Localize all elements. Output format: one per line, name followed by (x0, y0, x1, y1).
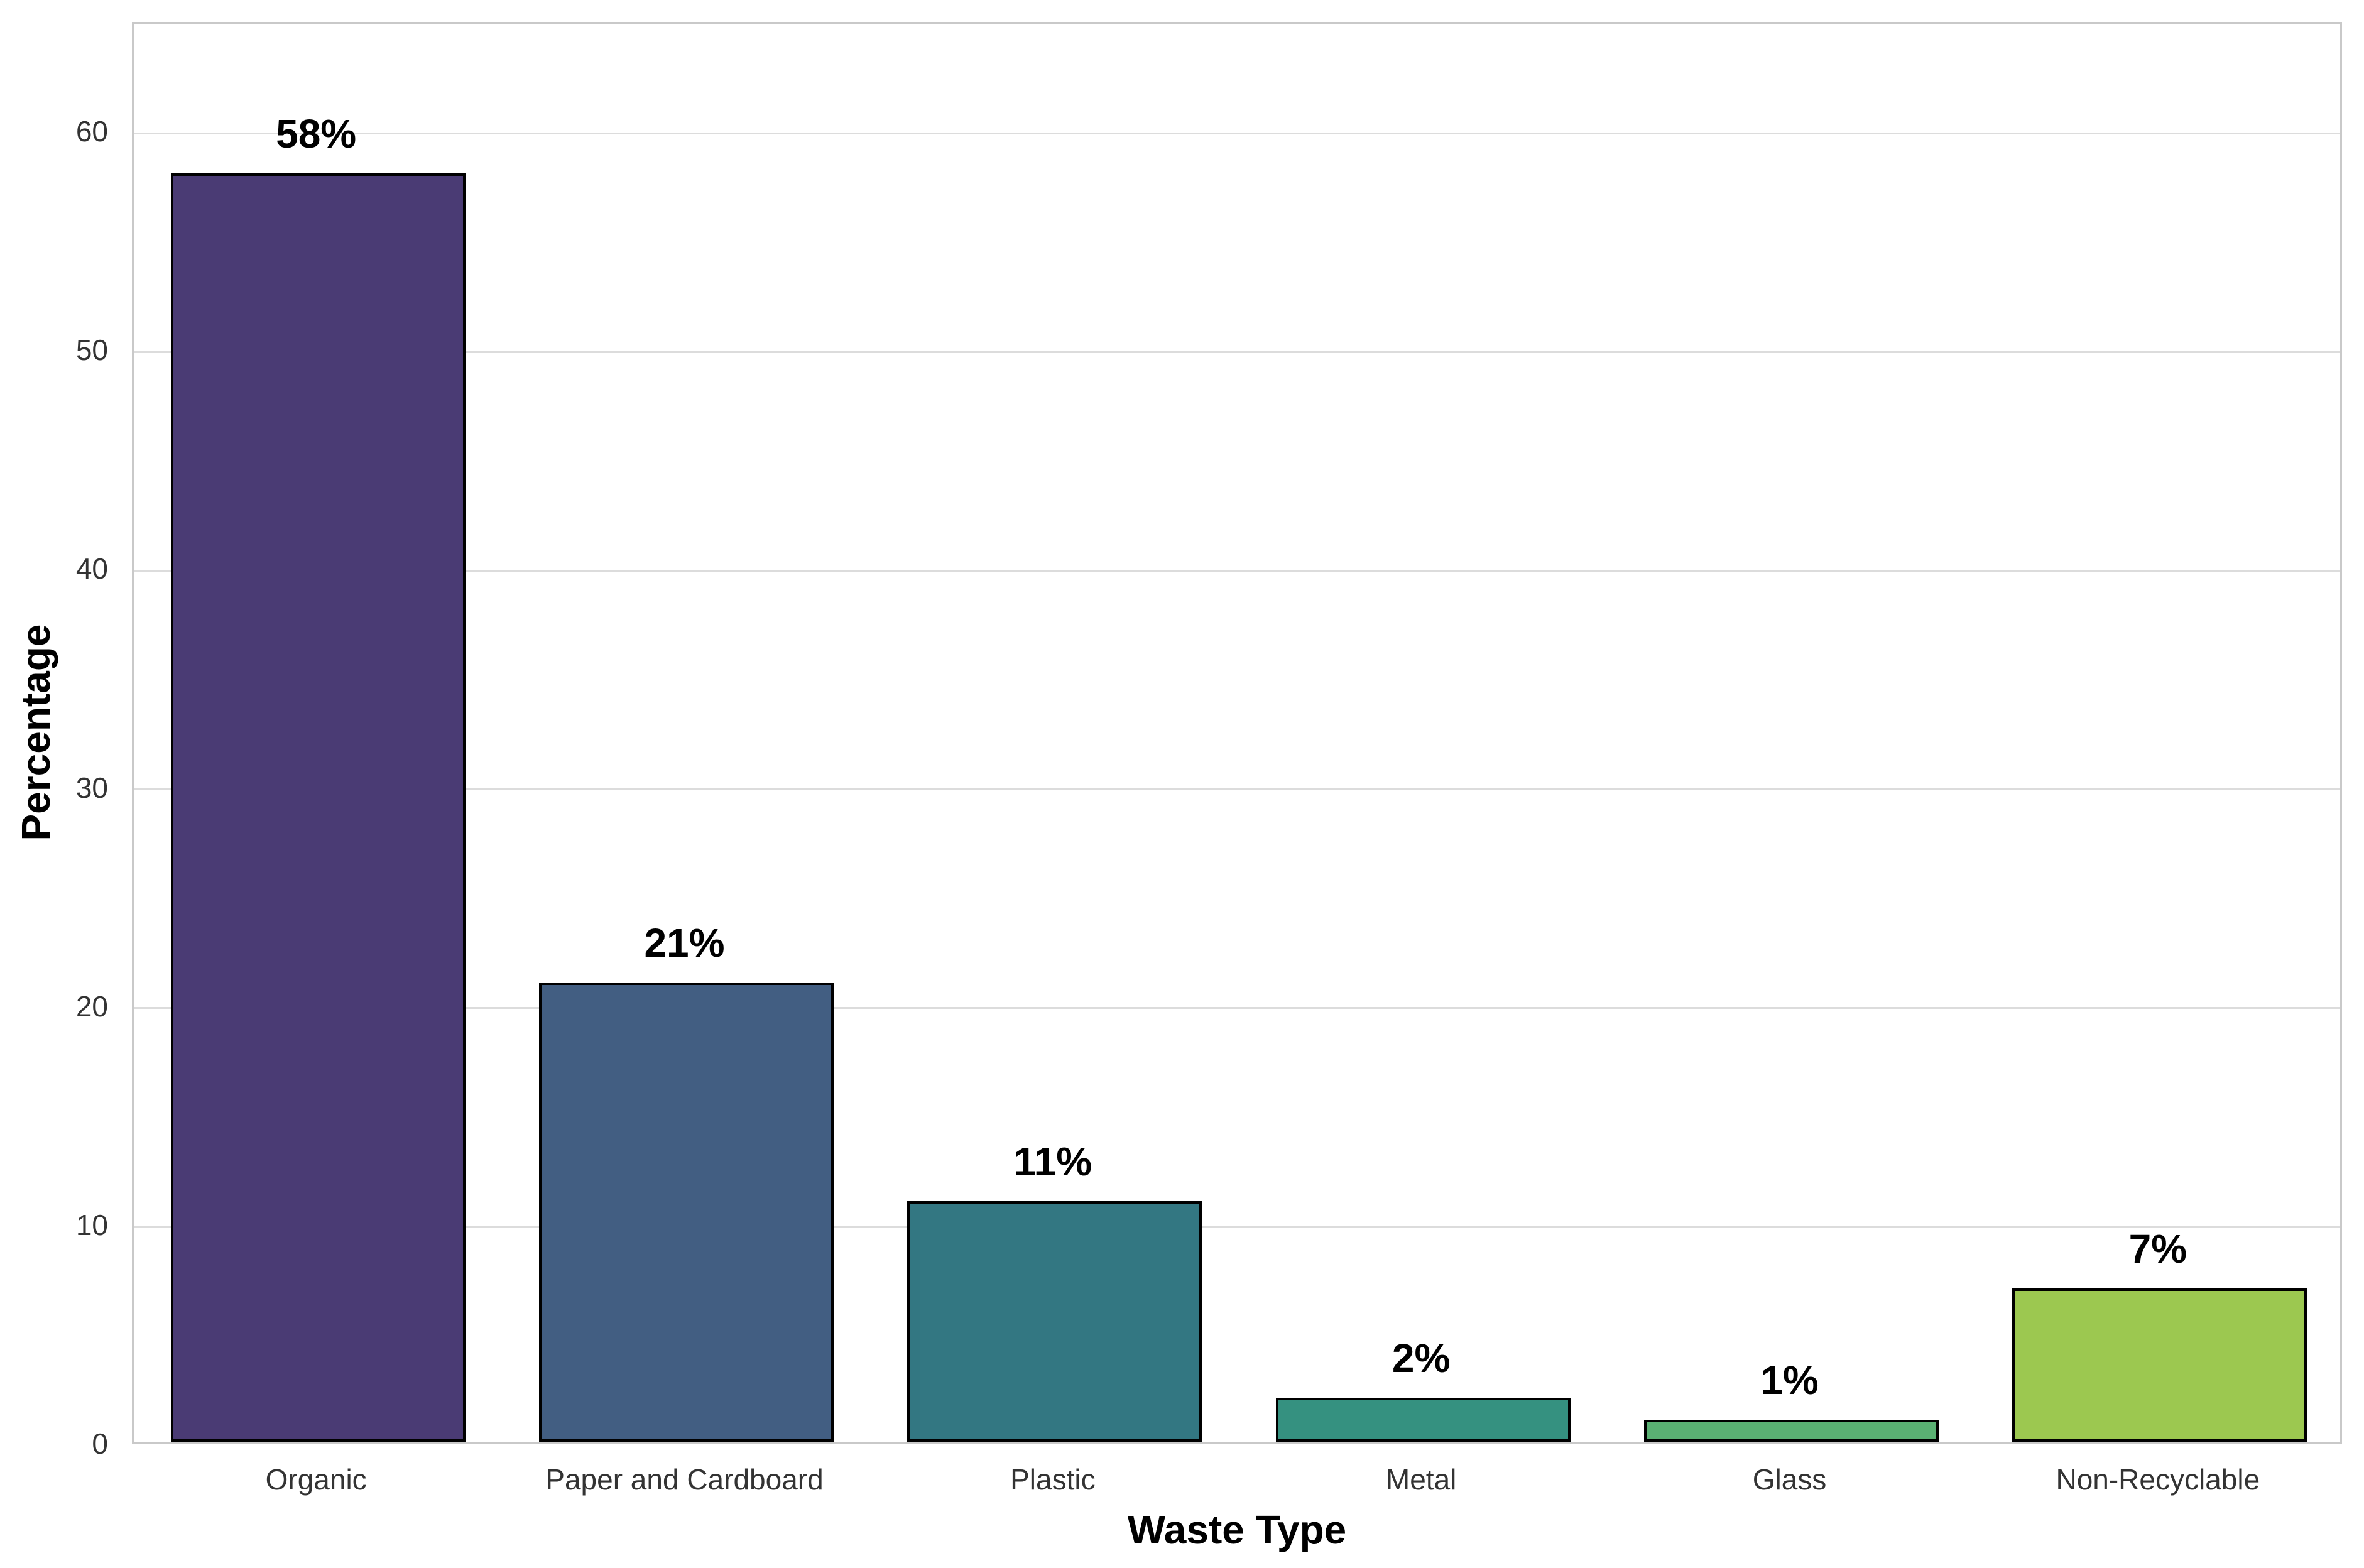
bar-paper-and-cardboard (538, 982, 834, 1442)
bar-non-recyclable (2012, 1288, 2307, 1442)
y-tick-label: 10 (75, 1208, 108, 1241)
gridline-y-40 (134, 569, 2340, 572)
x-tick-label: Organic (265, 1463, 367, 1496)
bar-value-label: 21% (644, 920, 725, 966)
y-tick-label: 50 (75, 334, 108, 367)
gridline-y-10 (134, 1226, 2340, 1228)
plot-area (132, 22, 2342, 1444)
gridline-y-30 (134, 788, 2340, 791)
x-tick-label: Plastic (1010, 1463, 1096, 1496)
bar-metal (1275, 1398, 1571, 1442)
gridline-y-60 (134, 132, 2340, 134)
bar-organic (170, 173, 466, 1442)
bar-glass (1643, 1420, 1939, 1442)
x-axis-title: Waste Type (1127, 1507, 1347, 1552)
x-tick-label: Metal (1385, 1463, 1457, 1496)
gridline-y-50 (134, 351, 2340, 353)
y-tick-label: 20 (75, 989, 108, 1023)
x-tick-label: Paper and Cardboard (545, 1463, 824, 1496)
y-axis-title: Percentage (13, 624, 58, 841)
bar-value-label: 2% (1392, 1336, 1451, 1381)
bar-plastic (907, 1201, 1202, 1442)
x-tick-label: Glass (1752, 1463, 1827, 1496)
y-tick-label: 30 (75, 771, 108, 804)
bar-value-label: 1% (1760, 1358, 1819, 1403)
y-tick-label: 60 (75, 115, 108, 148)
bar-value-label: 7% (2128, 1226, 2187, 1272)
y-tick-label: 40 (75, 552, 108, 585)
bar-value-label: 11% (1013, 1139, 1092, 1185)
x-tick-label: Non-Recyclable (2056, 1463, 2260, 1496)
gridline-y-20 (134, 1007, 2340, 1010)
y-tick-label: 0 (92, 1427, 108, 1460)
bar-value-label: 58% (276, 111, 357, 156)
